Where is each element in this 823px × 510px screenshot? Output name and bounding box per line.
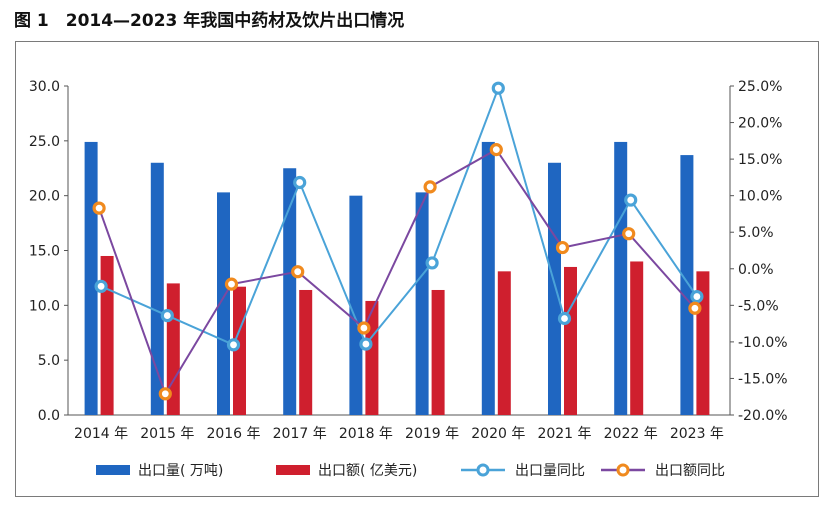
right-tick-label: -10.0% — [738, 335, 788, 351]
bar-export-value — [630, 261, 644, 415]
right-tick-label: 5.0% — [738, 225, 774, 241]
bar-export-volume — [614, 141, 628, 415]
left-tick-label: 30.0 — [29, 79, 60, 95]
x-tick-label: 2017 年 — [273, 426, 327, 442]
chart: 0.0 5.0 10.0 15.0 20.0 25.0 30.0 -20.0% -15.0% -1… — [29, 79, 788, 479]
left-tick-label: 10.0 — [29, 298, 60, 314]
left-tick-label: 15.0 — [29, 244, 60, 260]
right-tick-label: 25.0% — [738, 79, 782, 95]
bar-export-volume — [349, 195, 363, 415]
point-volume-yoy — [557, 311, 572, 326]
line-volume-yoy — [100, 85, 698, 347]
point-volume-yoy — [359, 337, 373, 351]
x-tick-label: 2019 年 — [405, 426, 459, 442]
x-tick-label: 2020 年 — [471, 426, 525, 442]
legend-swatch-volume — [96, 465, 130, 475]
legend-marker-volume-yoy — [476, 463, 490, 477]
bar-export-value — [365, 300, 379, 415]
legend: 出口量( 万吨) 出口额( 亿美元) 出口量同比 出口额同比 — [96, 463, 725, 479]
chart-frame: 0.0 5.0 10.0 15.0 20.0 25.0 30.0 -20.0% -15.0% -1… — [15, 41, 819, 497]
point-volume-yoy — [624, 193, 638, 207]
point-value-yoy — [489, 143, 503, 157]
x-tick-label: 2016 年 — [206, 426, 260, 442]
legend-label: 出口额( 亿美元) — [318, 463, 417, 479]
figure-title: 图 1 2014—2023 年我国中药材及饮片出口情况 — [14, 11, 405, 31]
x-tick-label: 2018 年 — [339, 426, 393, 442]
point-volume-yoy — [94, 279, 108, 293]
legend-marker-value-yoy — [616, 463, 630, 477]
point-volume-yoy — [293, 175, 307, 190]
legend-swatch-value — [276, 465, 310, 475]
point-volume-yoy — [425, 256, 439, 270]
bar-export-value — [299, 289, 313, 415]
right-tick-label: 0.0% — [738, 262, 774, 278]
point-value-yoy — [291, 265, 305, 279]
point-value-yoy — [357, 321, 371, 335]
bar-export-volume — [150, 162, 164, 415]
lines — [92, 81, 704, 401]
right-tick-label: 20.0% — [738, 116, 782, 132]
point-value-yoy — [622, 227, 636, 241]
tick-labels: 0.0 5.0 10.0 15.0 20.0 25.0 30.0 -20.0% -15.0% -1… — [29, 79, 788, 442]
bar-export-volume — [283, 168, 297, 415]
point-volume-yoy — [690, 289, 704, 304]
point-value-yoy — [92, 201, 106, 215]
point-value-yoy — [688, 301, 702, 315]
right-tick-label: -5.0% — [738, 298, 779, 314]
x-tick-label: 2022 年 — [604, 426, 658, 442]
right-tick-label: 15.0% — [738, 152, 782, 168]
x-tick-label: 2023 年 — [670, 426, 724, 442]
right-tick-label: 10.0% — [738, 189, 782, 205]
point-value-yoy — [423, 180, 437, 194]
bar-export-value — [497, 271, 511, 415]
legend-label: 出口量同比 — [515, 463, 585, 479]
x-tick-label: 2015 年 — [140, 426, 194, 442]
bar-export-volume — [84, 141, 98, 415]
bar-export-volume — [548, 162, 561, 415]
left-tick-label: 20.0 — [29, 189, 60, 205]
legend-label: 出口量( 万吨) — [138, 463, 223, 479]
right-tick-label: -20.0% — [738, 408, 788, 424]
point-volume-yoy — [491, 81, 505, 95]
left-tick-label: 5.0 — [38, 353, 60, 369]
bar-export-value — [233, 286, 246, 415]
left-tick-label: 0.0 — [38, 408, 60, 424]
bar-export-volume — [680, 155, 694, 415]
point-value-yoy — [158, 387, 172, 401]
right-tick-label: -15.0% — [738, 371, 788, 387]
point-volume-yoy — [226, 338, 241, 352]
point-value-yoy — [555, 240, 570, 255]
point-value-yoy — [224, 277, 239, 291]
bar-export-value — [100, 255, 114, 415]
bar-export-volume — [481, 141, 495, 415]
legend-label: 出口额同比 — [655, 463, 725, 479]
point-volume-yoy — [160, 308, 174, 323]
left-tick-label: 25.0 — [29, 134, 60, 150]
line-value-yoy — [98, 148, 696, 397]
bar-export-volume — [217, 192, 230, 415]
bar-export-value — [564, 266, 577, 415]
bar-export-value — [431, 289, 445, 415]
x-tick-label: 2014 年 — [74, 426, 128, 442]
x-tick-label: 2021 年 — [537, 426, 591, 442]
bar-export-volume — [415, 192, 429, 415]
